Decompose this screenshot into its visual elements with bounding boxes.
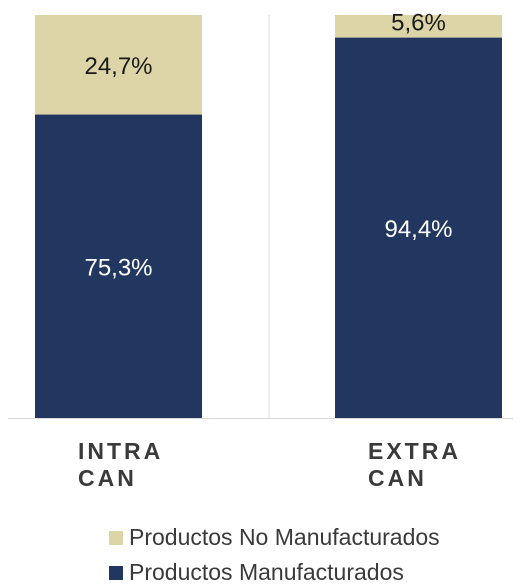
legend-label-no-manufacturados: Productos No Manufacturados: [129, 524, 440, 550]
legend-item-no-manufacturados: Productos No Manufacturados: [109, 524, 440, 551]
data-label-extra-can-productos-manufacturados: 94,4%: [384, 216, 452, 243]
bars-group: 75,3% 24,7% 94,4% 5,6%: [35, 9, 502, 419]
legend-item-manufacturados: Productos Manufacturados: [109, 559, 404, 586]
data-label-intra-can-productos-no-manufacturados: 24,7%: [84, 53, 152, 80]
legend-label-manufacturados: Productos Manufacturados: [129, 559, 404, 585]
data-label-extra-can-productos-no-manufacturados: 5,6%: [391, 9, 446, 36]
legend-swatch-manufacturados: [109, 565, 123, 580]
bar-extra-can-productos-no-manufacturados: [335, 15, 502, 38]
bar-extra-can-productos-manufacturados: [335, 37, 502, 419]
bar-intra-can-productos-manufacturados: [35, 114, 202, 418]
category-label-intra-can: INTRA CAN: [78, 438, 164, 491]
data-label-intra-can-productos-manufacturados: 75,3%: [84, 254, 152, 281]
legend-swatch-no-manufacturados: [109, 530, 123, 545]
category-label-extra-can: EXTRA CAN: [368, 438, 461, 491]
bar-intra-can-productos-no-manufacturados: [35, 15, 202, 115]
